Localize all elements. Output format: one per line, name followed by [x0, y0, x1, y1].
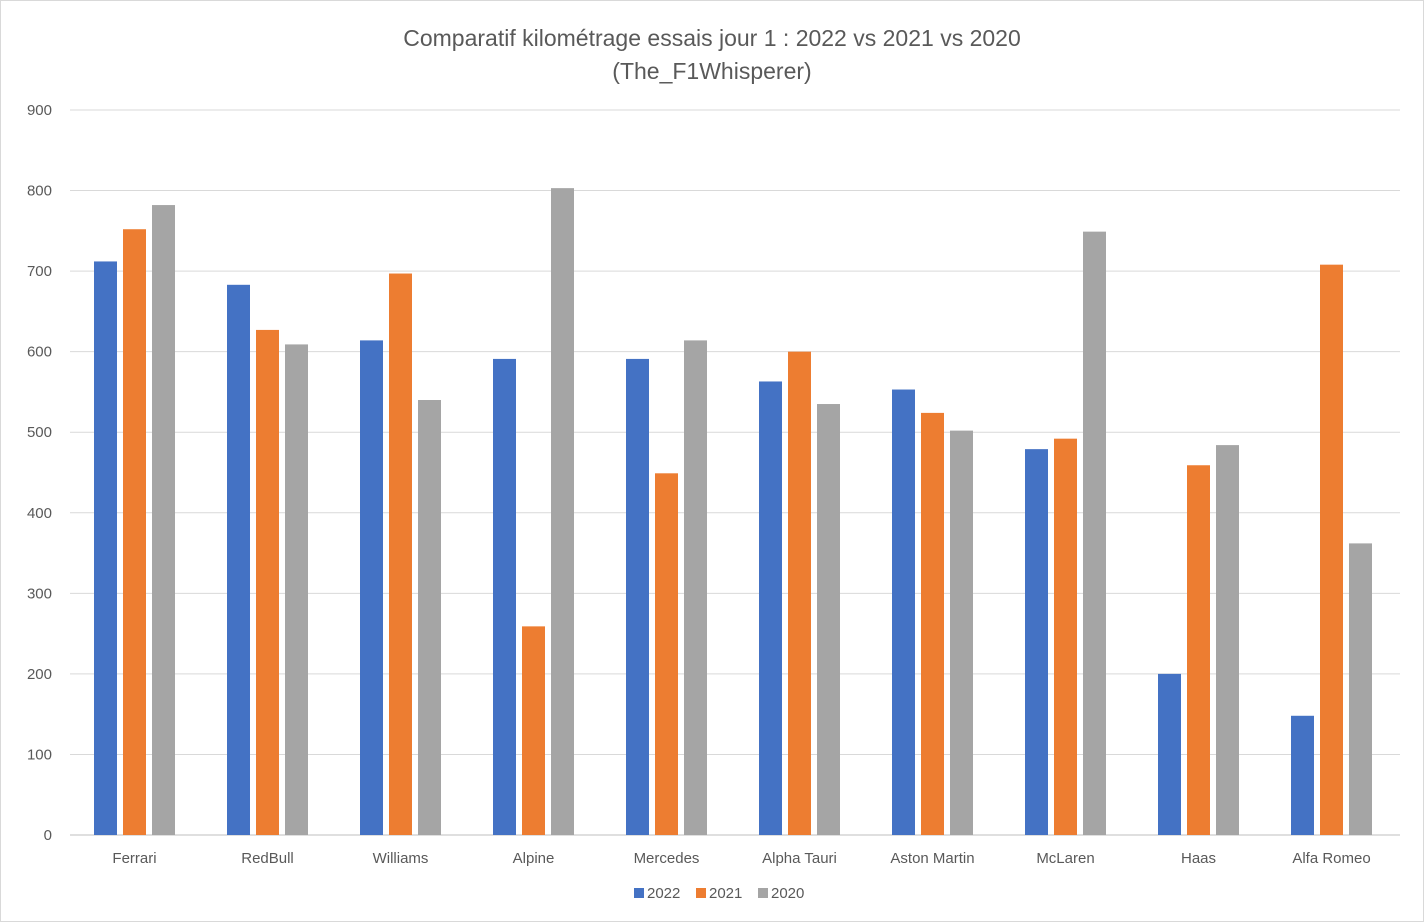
y-tick-label: 600 [27, 344, 52, 361]
x-tick-label: Alpha Tauri [762, 850, 837, 867]
legend: 2022 2021 2020 [634, 885, 804, 902]
bar-2020-aston-martin [950, 430, 973, 835]
x-tick-label: Aston Martin [890, 850, 974, 867]
y-tick-label: 400 [27, 505, 52, 522]
y-tick-label: 700 [27, 263, 52, 280]
bar-2020-alfa-romeo [1349, 543, 1372, 835]
bar-2021-mclaren [1054, 438, 1077, 835]
bar-2022-alpine [493, 358, 516, 835]
x-tick-label: McLaren [1036, 850, 1094, 867]
bar-2020-alpha-tauri [817, 404, 840, 835]
legend-label: 2022 [647, 885, 680, 902]
bar-2022-ferrari [94, 261, 117, 835]
bar-2020-redbull [285, 344, 308, 835]
y-tick-label: 200 [27, 666, 52, 683]
bar-2021-williams [389, 273, 412, 835]
bar-2021-ferrari [123, 229, 146, 835]
bar-2021-haas [1187, 465, 1210, 835]
bar-2020-haas [1216, 445, 1239, 835]
bar-2020-mercedes [684, 340, 707, 835]
x-tick-label: Mercedes [634, 850, 700, 867]
x-tick-label: Alfa Romeo [1292, 850, 1370, 867]
bar-2020-williams [418, 400, 441, 835]
bar-2020-alpine [551, 188, 574, 835]
bar-2020-mclaren [1083, 231, 1106, 835]
y-tick-label: 800 [27, 183, 52, 200]
bar-2020-ferrari [152, 205, 175, 836]
bar-2022-alfa-romeo [1291, 715, 1314, 835]
axis-layer: 0 100 200 300 400 500 600 700 800 900 Ferrari RedBu… [27, 102, 1371, 867]
y-tick-label: 100 [27, 746, 52, 763]
bar-2022-mclaren [1025, 449, 1048, 835]
bar-2021-aston-martin [921, 412, 944, 835]
legend-swatch [696, 888, 706, 898]
bar-2021-alpine [522, 626, 545, 835]
legend-swatch [758, 888, 768, 898]
chart-title: Comparatif kilométrage essais jour 1 : 2… [403, 25, 1021, 51]
y-tick-label: 500 [27, 424, 52, 441]
x-tick-label: Williams [373, 850, 429, 867]
y-tick-label: 300 [27, 585, 52, 602]
y-tick-label: 0 [44, 827, 52, 844]
x-tick-label: Haas [1181, 850, 1216, 867]
bar-2022-alpha-tauri [759, 381, 782, 835]
bar-2021-redbull [256, 329, 279, 835]
legend-label: 2021 [709, 885, 742, 902]
bar-2022-mercedes [626, 358, 649, 835]
bar-2022-haas [1158, 673, 1181, 835]
bars-layer [94, 188, 1372, 836]
bar-2021-alpha-tauri [788, 351, 811, 835]
x-tick-label: Alpine [513, 850, 555, 867]
chart-subtitle: (The_F1Whisperer) [612, 58, 812, 84]
y-tick-label: 900 [27, 102, 52, 119]
x-tick-label: Ferrari [112, 850, 156, 867]
legend-swatch [634, 888, 644, 898]
bar-2021-mercedes [655, 473, 678, 835]
bar-2021-alfa-romeo [1320, 264, 1343, 836]
legend-label: 2020 [771, 885, 804, 902]
bar-2022-williams [360, 340, 383, 835]
x-tick-label: RedBull [241, 850, 294, 867]
bar-2022-aston-martin [892, 389, 915, 835]
bar-2022-redbull [227, 284, 250, 835]
